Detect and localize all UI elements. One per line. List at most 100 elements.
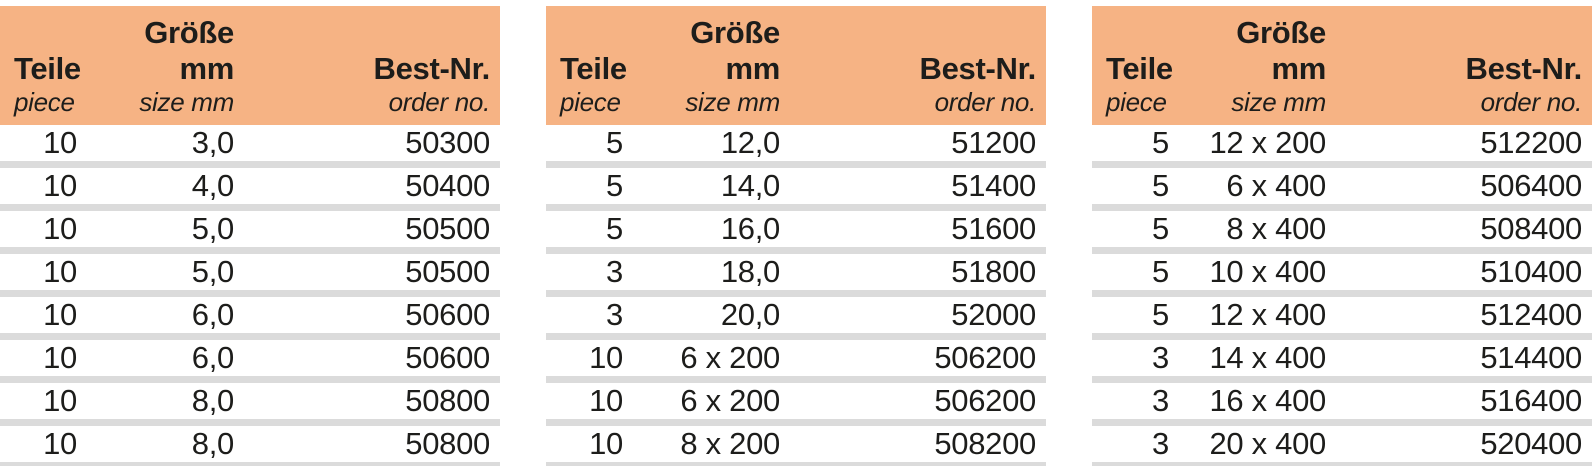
order-no-cell: 51800: [786, 250, 1046, 297]
size-cell: 6 x 200: [631, 336, 786, 383]
parts-cell: 5: [546, 164, 631, 211]
parts-table-3: Teile Größe mm Best-Nr. piece size mm or…: [1092, 6, 1592, 466]
parts-cell: 3: [1092, 336, 1177, 383]
size-cell: 16 x 400: [1177, 379, 1332, 426]
table-row: 3 20,0 52000: [546, 293, 1046, 340]
column-header-order-de: Best-Nr.: [786, 6, 1046, 87]
table-header: Teile Größe mm Best-Nr. piece size mm or…: [1092, 6, 1592, 125]
size-cell: 6 x 400: [1177, 164, 1332, 211]
table-row: 5 10 x 400 510400: [1092, 250, 1592, 297]
parts-cell: 10: [0, 293, 85, 340]
table-row: 10 6 x 200 506200: [546, 336, 1046, 383]
size-cell: 14 x 400: [1177, 336, 1332, 383]
size-cell: 18,0: [631, 250, 786, 297]
size-cell: 5,0: [85, 250, 240, 297]
order-no-cell: 50500: [240, 250, 500, 297]
order-no-cell: 50600: [240, 293, 500, 340]
table-row: 5 14,0 51400: [546, 164, 1046, 211]
parts-cell: 3: [1092, 422, 1177, 466]
size-cell: 12 x 400: [1177, 293, 1332, 340]
order-no-cell: 506200: [786, 379, 1046, 426]
parts-cell: 10: [546, 422, 631, 466]
parts-cell: 10: [0, 422, 85, 466]
size-cell: 10 x 400: [1177, 250, 1332, 297]
parts-cell: 3: [1092, 379, 1177, 426]
parts-cell: 10: [0, 207, 85, 254]
column-header-order-en: order no.: [786, 87, 1046, 125]
table-row: 10 5,0 50500: [0, 207, 500, 254]
order-no-cell: 514400: [1332, 336, 1592, 383]
parts-table-1: Teile Größe mm Best-Nr. piece size mm or…: [0, 6, 500, 466]
table-row: 3 14 x 400 514400: [1092, 336, 1592, 383]
order-no-cell: 512200: [1332, 125, 1592, 168]
order-no-cell: 516400: [1332, 379, 1592, 426]
column-header-order-de: Best-Nr.: [240, 6, 500, 87]
table-row: 10 4,0 50400: [0, 164, 500, 211]
table-body: 5 12 x 200 512200 5 6 x 400 506400 5 8 x 400 508…: [1092, 125, 1592, 466]
size-cell: 6,0: [85, 336, 240, 383]
column-header-parts-en: piece: [0, 87, 85, 125]
column-header-order-en: order no.: [1332, 87, 1592, 125]
parts-cell: 3: [546, 250, 631, 297]
column-header-parts-de: Teile: [1092, 6, 1177, 87]
order-no-cell: 512400: [1332, 293, 1592, 340]
order-no-cell: 508400: [1332, 207, 1592, 254]
size-cell: 20 x 400: [1177, 422, 1332, 466]
column-header-size-de: Größe mm: [1177, 6, 1332, 87]
order-no-cell: 51200: [786, 125, 1046, 168]
size-cell: 8 x 400: [1177, 207, 1332, 254]
column-header-size-en: size mm: [631, 87, 786, 125]
column-header-size-de: Größe mm: [85, 6, 240, 87]
parts-cell: 10: [0, 336, 85, 383]
table-row: 5 12,0 51200: [546, 125, 1046, 168]
column-header-size-en: size mm: [1177, 87, 1332, 125]
order-no-cell: 506400: [1332, 164, 1592, 211]
order-no-cell: 51400: [786, 164, 1046, 211]
table-row: 5 12 x 400 512400: [1092, 293, 1592, 340]
order-no-cell: 510400: [1332, 250, 1592, 297]
size-cell: 12,0: [631, 125, 786, 168]
parts-table-2: Teile Größe mm Best-Nr. piece size mm or…: [546, 6, 1046, 466]
column-header-size-en: size mm: [85, 87, 240, 125]
order-no-cell: 50800: [240, 422, 500, 466]
parts-cell: 10: [546, 379, 631, 426]
parts-cell: 3: [546, 293, 631, 340]
size-cell: 4,0: [85, 164, 240, 211]
table-row: 5 16,0 51600: [546, 207, 1046, 254]
parts-cell: 10: [0, 250, 85, 297]
order-no-cell: 50800: [240, 379, 500, 426]
order-no-cell: 50600: [240, 336, 500, 383]
size-cell: 6 x 200: [631, 379, 786, 426]
table-row: 10 8,0 50800: [0, 379, 500, 426]
parts-cell: 10: [0, 125, 85, 168]
order-no-cell: 50400: [240, 164, 500, 211]
column-header-parts-de: Teile: [0, 6, 85, 87]
column-header-parts-en: piece: [546, 87, 631, 125]
order-no-cell: 50300: [240, 125, 500, 168]
table-row: 10 3,0 50300: [0, 125, 500, 168]
size-cell: 8 x 200: [631, 422, 786, 466]
parts-cell: 5: [1092, 207, 1177, 254]
parts-cell: 10: [546, 336, 631, 383]
order-no-cell: 506200: [786, 336, 1046, 383]
order-no-cell: 508200: [786, 422, 1046, 466]
table-row: 10 8,0 50800: [0, 422, 500, 466]
table-body: 10 3,0 50300 10 4,0 50400 10 5,0 50500 10 5,0 50500…: [0, 125, 500, 466]
table-row: 10 5,0 50500: [0, 250, 500, 297]
size-cell: 6,0: [85, 293, 240, 340]
order-no-cell: 51600: [786, 207, 1046, 254]
table-row: 3 16 x 400 516400: [1092, 379, 1592, 426]
table-row: 10 6 x 200 506200: [546, 379, 1046, 426]
parts-cell: 10: [0, 164, 85, 211]
table-row: 10 6,0 50600: [0, 293, 500, 340]
table-row: 10 6,0 50600: [0, 336, 500, 383]
size-cell: 20,0: [631, 293, 786, 340]
column-header-parts-de: Teile: [546, 6, 631, 87]
parts-cell: 10: [0, 379, 85, 426]
table-header: Teile Größe mm Best-Nr. piece size mm or…: [0, 6, 500, 125]
table-row: 10 8 x 200 508200: [546, 422, 1046, 466]
parts-cell: 5: [1092, 164, 1177, 211]
